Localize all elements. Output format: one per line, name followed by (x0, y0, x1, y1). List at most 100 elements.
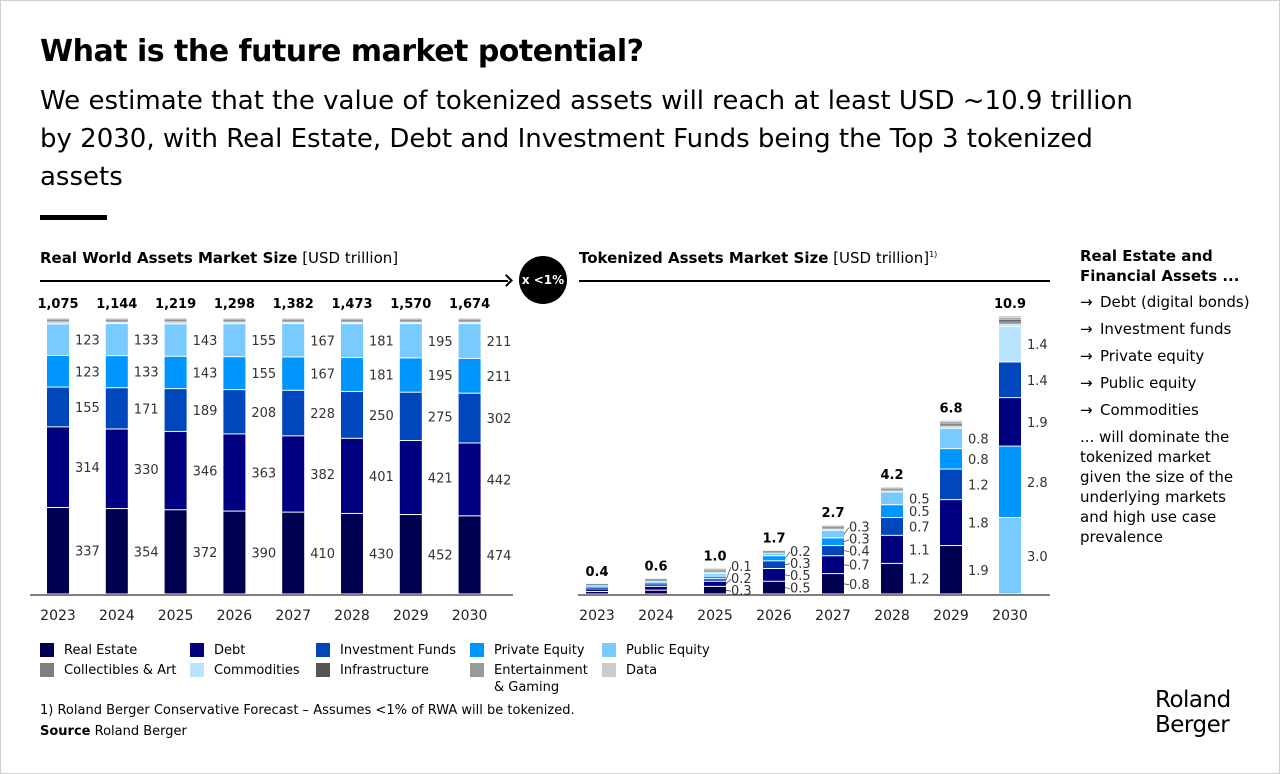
data-label: 155 (251, 334, 276, 349)
data-label: 452 (428, 548, 453, 563)
bar-segment-investment-funds (999, 362, 1021, 398)
x-tick-label: 2024 (99, 608, 135, 624)
bar-segment-debt (282, 436, 305, 512)
bar-segment-public-equity (282, 324, 305, 357)
bar-segment-real-estate (341, 513, 363, 594)
multiplier-badge: x <1% (519, 256, 567, 304)
footnote-marker: 1) (929, 250, 938, 259)
other-segment (223, 320, 246, 321)
bar-segment-debt (704, 581, 726, 586)
bar-segment-debt (47, 427, 69, 507)
bar-segment-debt (586, 589, 608, 591)
data-label: 354 (134, 545, 159, 560)
bar-segment-private-equity (282, 357, 305, 390)
other-segment (704, 570, 726, 572)
x-tick-label: 2026 (756, 608, 792, 624)
bar-segment-debt (458, 443, 481, 516)
bar-segment-real-estate (164, 510, 187, 594)
data-label: 1.4 (1027, 374, 1048, 389)
x-tick-label: 2027 (275, 608, 311, 624)
bar-segment-investment-funds (763, 561, 785, 568)
total-label: 1,144 (96, 297, 137, 312)
bar-segment-real-estate (282, 512, 305, 594)
arrow-icon: → (1080, 293, 1093, 311)
other-segment (282, 322, 305, 324)
other-segment (458, 322, 481, 324)
page-subtitle: We estimate that the value of tokenized … (40, 86, 1133, 192)
bar-segment-public-equity (105, 324, 128, 356)
other-segment (822, 525, 844, 526)
bar-segment-real-estate (822, 574, 844, 594)
x-tick-label: 2028 (334, 608, 370, 624)
data-label: 155 (75, 401, 100, 416)
total-label: 1,473 (331, 297, 372, 312)
bar-segment-debt (999, 398, 1021, 446)
bar-segment-investment-funds (164, 389, 187, 431)
sidebar-bullet-list: → Debt (digital bonds) → Investment funds → P… (1080, 292, 1250, 420)
other-segment (164, 319, 187, 320)
other-segment (164, 320, 187, 322)
tokenized-chart-heading: Tokenized Assets Market Size [USD trilli… (579, 249, 937, 267)
source-value: Roland Berger (94, 724, 187, 739)
data-label: 0.8 (968, 432, 989, 447)
tokenized-chart-title: Tokenized Assets Market Size (579, 249, 829, 267)
other-segment (940, 423, 962, 425)
data-label: 0.3 (790, 557, 811, 572)
other-segment (223, 318, 246, 319)
other-segment (822, 527, 844, 528)
other-segment (341, 319, 363, 320)
sidebar-heading: Real Estate and Financial Assets ... (1080, 247, 1240, 285)
other-segment (458, 321, 481, 322)
data-label: 143 (193, 366, 218, 381)
data-label: 250 (369, 409, 394, 424)
legend-label: Investment Funds (340, 643, 457, 658)
other-segment (164, 318, 187, 319)
other-segment (282, 321, 305, 322)
other-segment (704, 568, 726, 570)
source-label: Source (40, 724, 91, 739)
bar-segment-private-equity (341, 358, 363, 391)
data-label: 346 (193, 465, 218, 480)
other-segment (704, 572, 726, 574)
bullet-text: Investment funds (1100, 320, 1232, 338)
legend-swatch (316, 663, 330, 677)
bar-segment-public-equity (223, 324, 246, 357)
legend-label: Infrastructure (340, 663, 429, 678)
other-segment (999, 324, 1021, 326)
legend-swatch (602, 663, 616, 677)
bar-segment-private-equity (881, 505, 903, 517)
data-label: 195 (428, 335, 453, 350)
data-label: 1.2 (968, 478, 989, 493)
legend-item: Entertainment & Gaming (470, 662, 588, 696)
data-label: 401 (369, 470, 394, 485)
data-label: 382 (310, 468, 335, 483)
tokenized-chart-unit: [USD trillion] (833, 249, 930, 267)
data-label: 430 (369, 548, 394, 563)
other-segment (881, 490, 903, 492)
x-tick-label: 2025 (697, 608, 733, 624)
other-segment (645, 579, 667, 580)
bar-segment-debt (822, 556, 844, 574)
bullet-text: Private equity (1100, 347, 1205, 365)
bar-segment-private-equity (704, 576, 726, 579)
other-segment (341, 322, 363, 324)
data-label: 442 (487, 473, 512, 488)
data-label: 0.7 (909, 520, 930, 535)
label-leader (843, 564, 850, 567)
other-segment (458, 319, 481, 320)
label-leader (843, 550, 850, 553)
bar-segment-private-equity (822, 538, 844, 546)
data-label: 337 (75, 545, 100, 560)
label-leader (784, 574, 791, 577)
bar-segment-real-estate (704, 586, 726, 594)
label-leader (725, 589, 732, 592)
label-leader (725, 578, 732, 585)
data-label: 0.3 (849, 533, 870, 548)
other-segment (940, 426, 962, 428)
legend-swatch (316, 643, 330, 657)
data-label: 189 (193, 404, 218, 419)
arrow-icon: → (1080, 347, 1093, 365)
data-label: 330 (134, 463, 159, 478)
bar-segment-investment-funds (881, 518, 903, 535)
data-label: 0.2 (790, 545, 811, 560)
